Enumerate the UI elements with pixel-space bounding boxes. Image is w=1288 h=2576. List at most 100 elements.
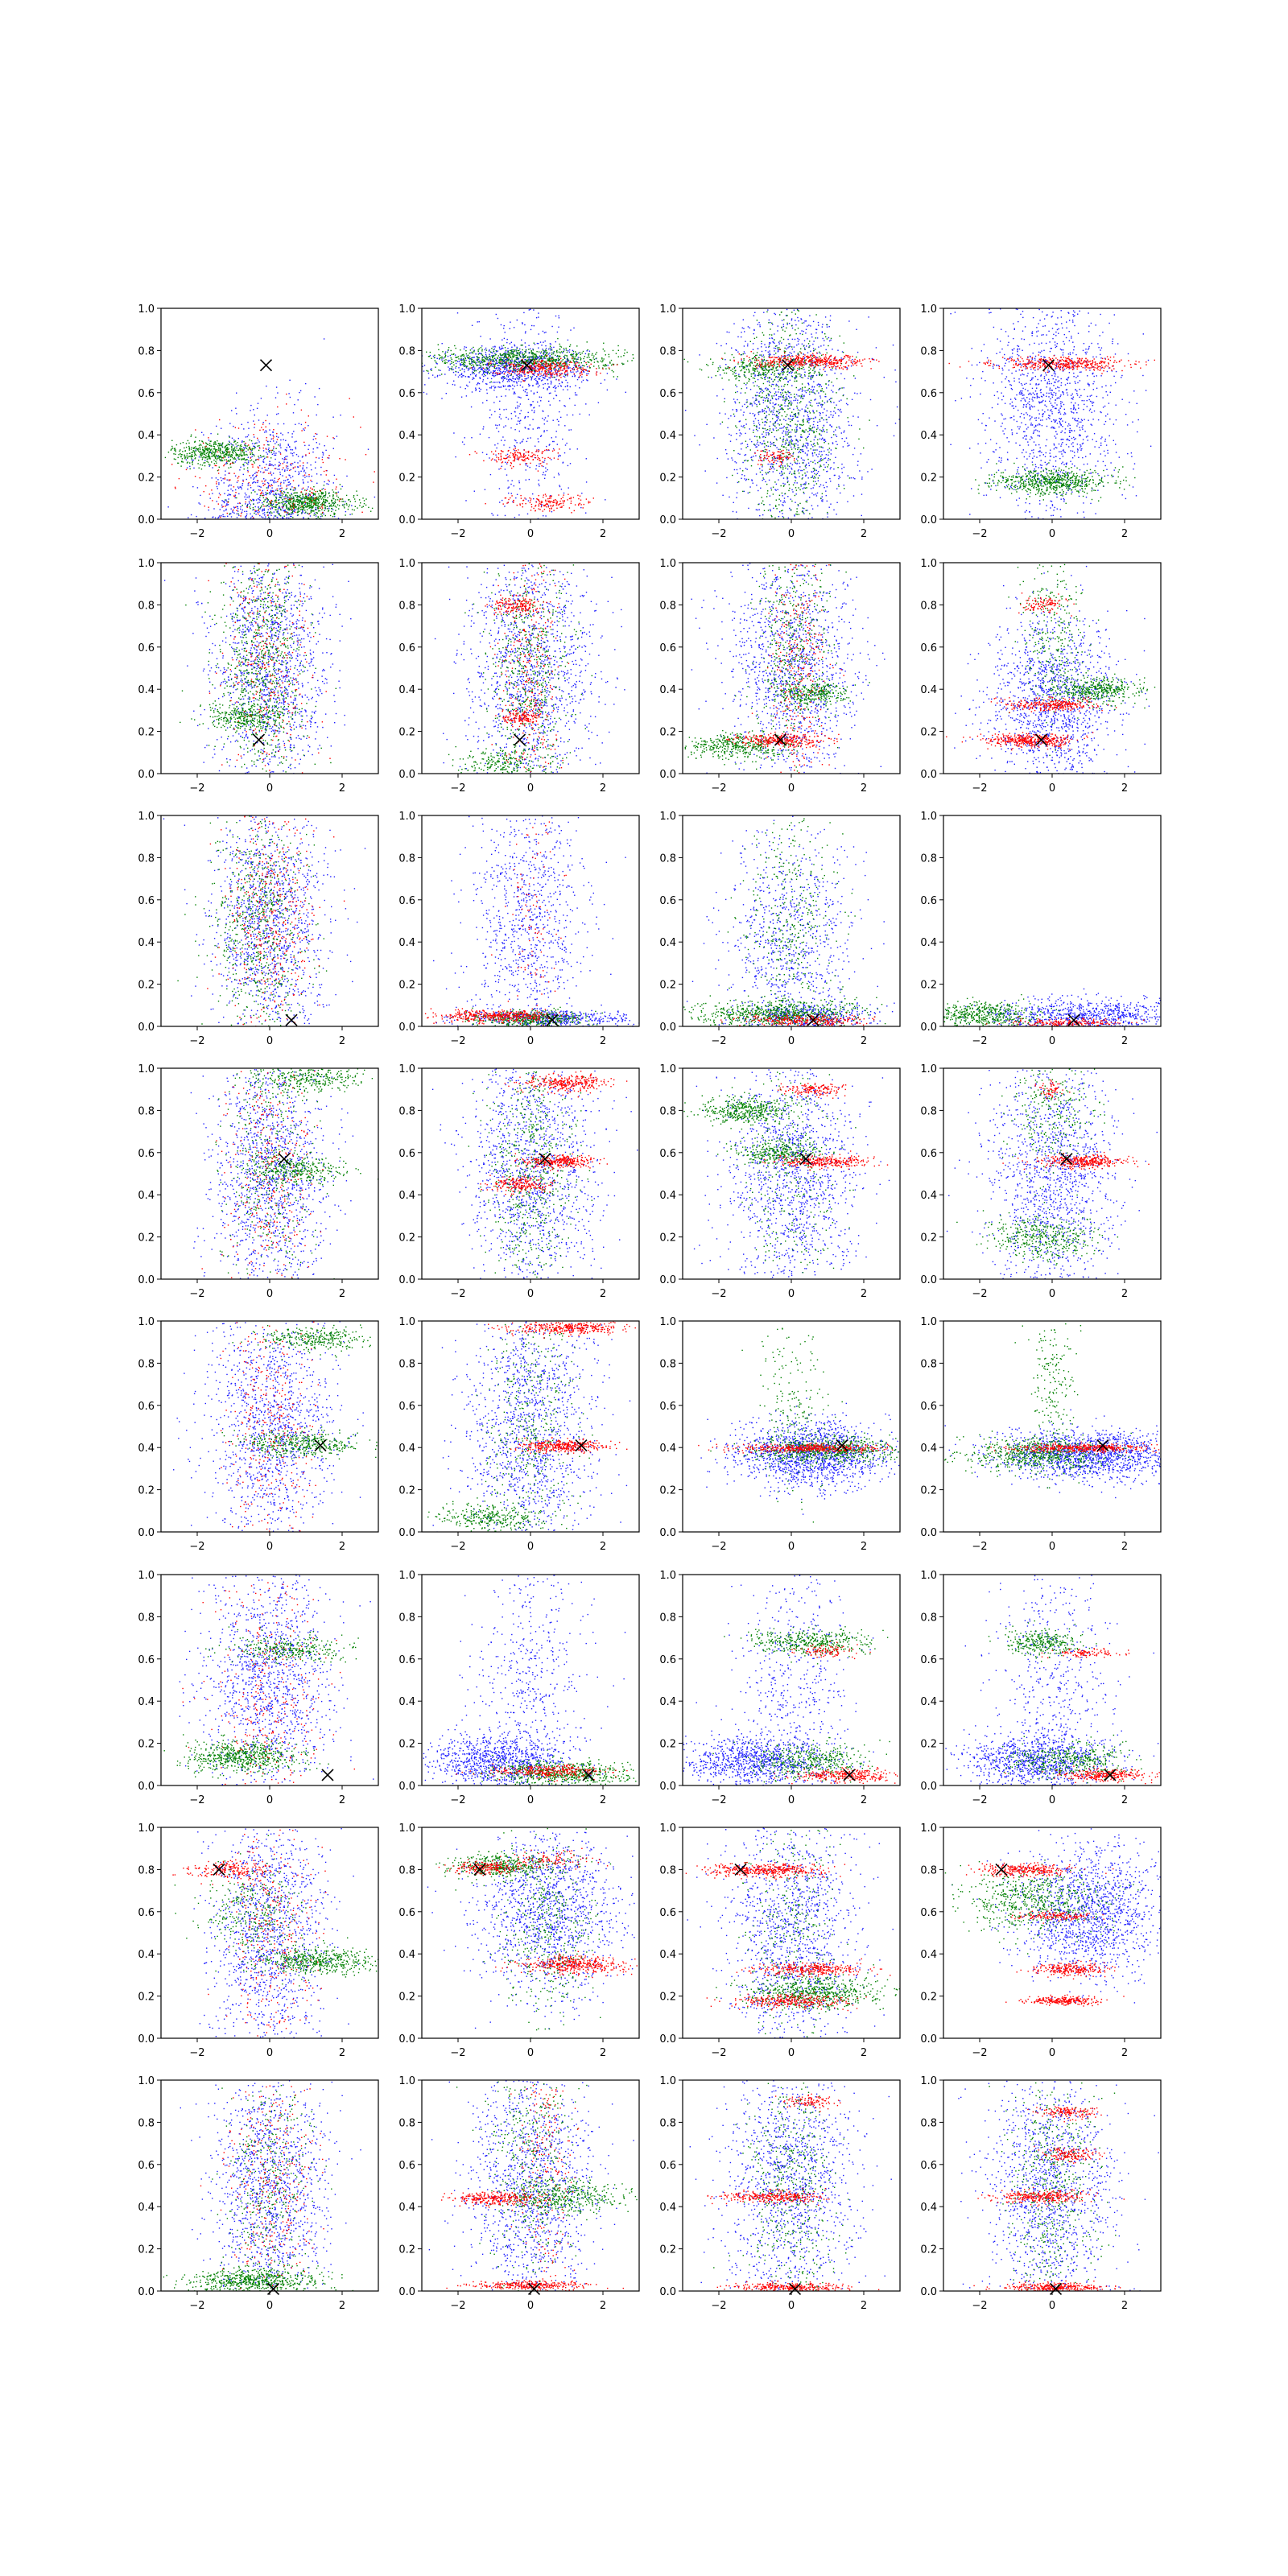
scatter-point (274, 451, 275, 452)
scatter-point (202, 457, 203, 458)
scatter-point (203, 452, 204, 453)
scatter-point (235, 489, 236, 490)
scatter-point (551, 349, 552, 350)
scatter-point (234, 448, 235, 449)
scatter-point (563, 366, 564, 367)
scatter-point (449, 368, 450, 369)
scatter-point (584, 356, 585, 357)
scatter-point (318, 506, 319, 507)
scatter-point (506, 378, 507, 379)
scatter-point (545, 365, 546, 366)
scatter-point (290, 500, 291, 501)
scatter-point (230, 494, 231, 495)
scatter-point (286, 489, 287, 490)
scatter-point (538, 316, 539, 317)
scatter-point (245, 503, 246, 504)
scatter-point (523, 356, 524, 357)
scatter-point (556, 375, 557, 376)
scatter-point (519, 503, 520, 504)
scatter-point (490, 359, 491, 360)
scatter-point (260, 507, 261, 508)
scatter-point (210, 441, 211, 442)
scatter-point (522, 386, 523, 387)
scatter-point (226, 460, 227, 461)
scatter-point (288, 514, 289, 515)
scatter-point (243, 449, 244, 450)
scatter-point (449, 360, 450, 361)
scatter-point (482, 402, 483, 403)
scatter-point (539, 427, 540, 428)
scatter-point (551, 326, 552, 327)
scatter-point (204, 453, 205, 454)
scatter-point (513, 466, 514, 467)
scatter-point (540, 341, 541, 342)
scatter-point (483, 460, 484, 461)
scatter-point (571, 501, 572, 502)
scatter-point (559, 359, 560, 360)
scatter-point (271, 439, 272, 440)
scatter-point (302, 511, 303, 512)
scatter-point (293, 501, 294, 502)
scatter-point (264, 514, 265, 515)
scatter-point (473, 360, 474, 361)
scatter-point (478, 361, 479, 362)
scatter-point (539, 368, 540, 369)
scatter-point (588, 501, 589, 502)
scatter-point (547, 358, 548, 359)
scatter-point (274, 511, 275, 512)
scatter-point (504, 440, 505, 441)
scatter-point (524, 460, 525, 461)
scatter-point (336, 493, 337, 494)
scatter-point (313, 510, 314, 511)
scatter-point (291, 486, 292, 487)
scatter-point (466, 353, 467, 354)
scatter-point (265, 469, 266, 470)
scatter-point (238, 459, 239, 460)
scatter-point (534, 362, 535, 363)
scatter-point (545, 369, 546, 370)
scatter-point (535, 356, 536, 357)
scatter-point (525, 332, 526, 333)
scatter-point (211, 461, 212, 462)
scatter-point (302, 497, 303, 498)
scatter-point (298, 508, 299, 509)
scatter-point (563, 369, 564, 370)
scatter-point (520, 454, 521, 455)
scatter-point (517, 385, 518, 386)
scatter-point (299, 465, 300, 466)
scatter-point (324, 499, 325, 500)
scatter-point (504, 373, 505, 374)
scatter-point (465, 500, 466, 501)
y-tick-label: 0.2 (138, 473, 155, 485)
scatter-point (207, 459, 208, 460)
scatter-point (572, 372, 573, 373)
scatter-point (178, 463, 179, 464)
scatter-point (304, 475, 305, 476)
scatter-point (212, 452, 213, 453)
scatter-point (233, 495, 234, 496)
scatter-point (282, 475, 283, 476)
scatter-point (278, 509, 279, 510)
scatter-point (245, 462, 246, 463)
scatter-point (266, 487, 267, 488)
scatter-point (258, 489, 259, 490)
scatter-point (501, 396, 502, 397)
scatter-point (276, 504, 277, 505)
scatter-point (250, 487, 251, 488)
scatter-point (527, 416, 528, 417)
scatter-point (215, 442, 216, 443)
scatter-point (734, 401, 735, 402)
scatter-point (292, 498, 293, 499)
scatter-point (498, 431, 499, 432)
scatter-point (550, 349, 551, 350)
scatter-point (353, 495, 354, 496)
scatter-point (218, 469, 219, 470)
scatter-point (313, 501, 314, 502)
scatter-point (518, 369, 519, 370)
scatter-point (341, 501, 342, 502)
scatter-point (229, 442, 230, 443)
scatter-point (283, 461, 284, 462)
scatter-point (262, 490, 263, 491)
scatter-point (286, 502, 287, 503)
scatter-point (595, 353, 596, 354)
